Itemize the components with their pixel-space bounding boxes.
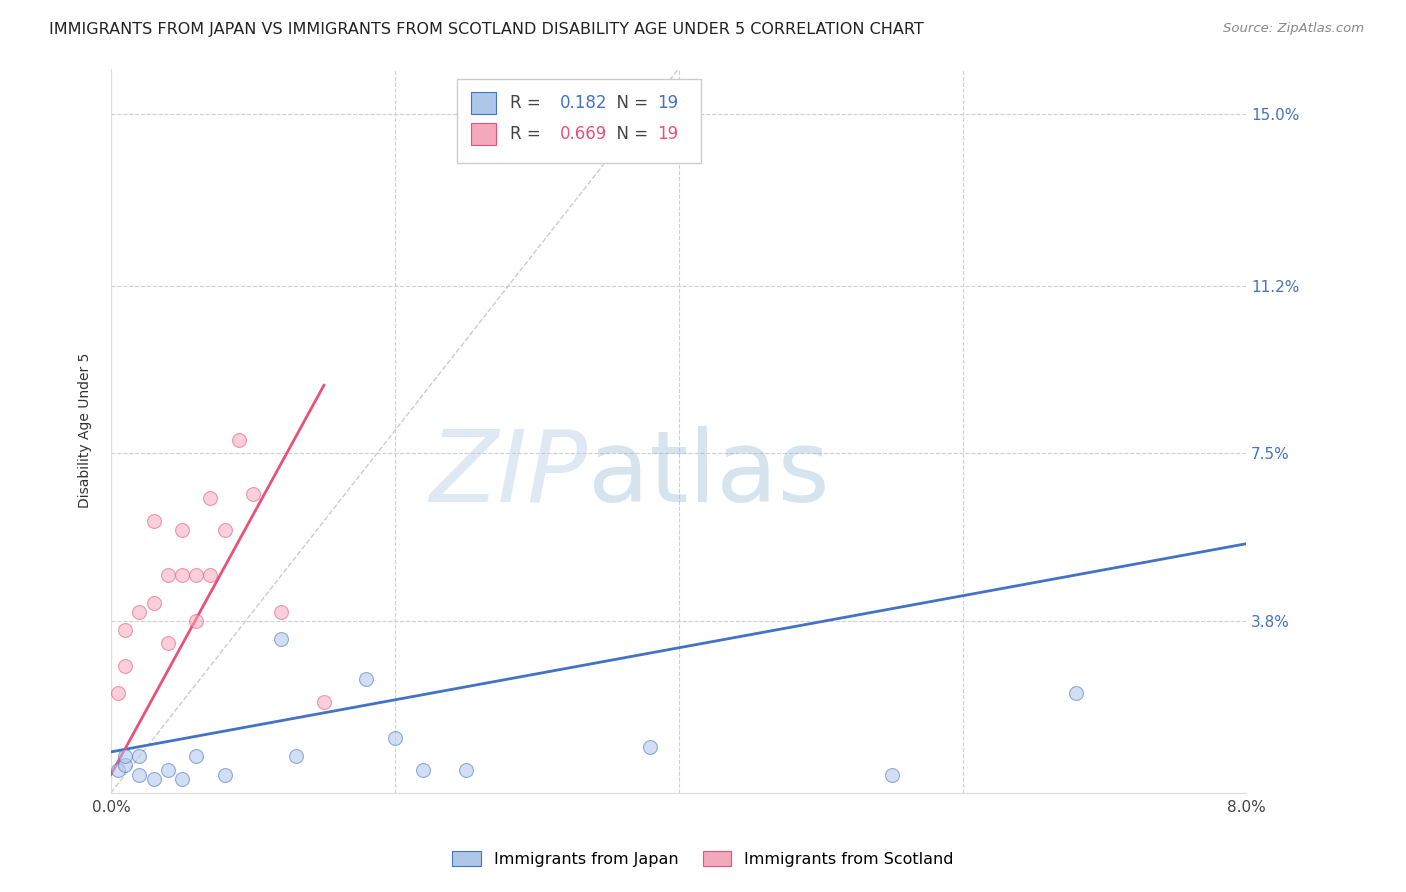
Point	[270, 605, 292, 619]
Point	[114, 623, 136, 637]
Point	[384, 731, 406, 746]
Point	[228, 433, 250, 447]
Text: Source: ZipAtlas.com: Source: ZipAtlas.com	[1223, 22, 1364, 36]
Point	[107, 763, 129, 777]
Point	[356, 673, 378, 687]
Point	[156, 763, 179, 777]
Text: N =: N =	[606, 95, 654, 112]
Point	[142, 514, 165, 528]
Point	[156, 568, 179, 582]
Point	[114, 749, 136, 764]
Point	[214, 767, 236, 781]
Point	[170, 568, 193, 582]
Y-axis label: Disability Age Under 5: Disability Age Under 5	[79, 353, 93, 508]
Legend: Immigrants from Japan, Immigrants from Scotland: Immigrants from Japan, Immigrants from S…	[444, 843, 962, 875]
Point	[142, 772, 165, 786]
FancyBboxPatch shape	[471, 93, 496, 114]
Text: R =: R =	[509, 125, 546, 143]
Point	[242, 487, 264, 501]
Point	[186, 568, 208, 582]
Point	[142, 595, 165, 609]
FancyBboxPatch shape	[471, 123, 496, 145]
Text: IMMIGRANTS FROM JAPAN VS IMMIGRANTS FROM SCOTLAND DISABILITY AGE UNDER 5 CORRELA: IMMIGRANTS FROM JAPAN VS IMMIGRANTS FROM…	[49, 22, 924, 37]
Point	[200, 491, 222, 506]
FancyBboxPatch shape	[457, 79, 702, 162]
Point	[107, 686, 129, 700]
Point	[170, 523, 193, 537]
Point	[454, 763, 477, 777]
Point	[114, 758, 136, 772]
Text: 0.669: 0.669	[560, 125, 607, 143]
Text: N =: N =	[606, 125, 654, 143]
Text: R =: R =	[509, 95, 546, 112]
Point	[186, 749, 208, 764]
Point	[170, 772, 193, 786]
Point	[186, 614, 208, 628]
Point	[640, 740, 662, 755]
Point	[200, 568, 222, 582]
Point	[270, 632, 292, 646]
Point	[128, 767, 150, 781]
Point	[128, 605, 150, 619]
Point	[1064, 686, 1087, 700]
Point	[128, 749, 150, 764]
Point	[312, 695, 335, 709]
Text: 19: 19	[657, 125, 678, 143]
Point	[880, 767, 903, 781]
Point	[156, 636, 179, 650]
Point	[214, 523, 236, 537]
Text: ZIP: ZIP	[430, 425, 588, 523]
Point	[284, 749, 307, 764]
Text: 19: 19	[657, 95, 678, 112]
Text: 0.182: 0.182	[560, 95, 607, 112]
Text: atlas: atlas	[588, 425, 830, 523]
Point	[412, 763, 434, 777]
Point	[114, 659, 136, 673]
